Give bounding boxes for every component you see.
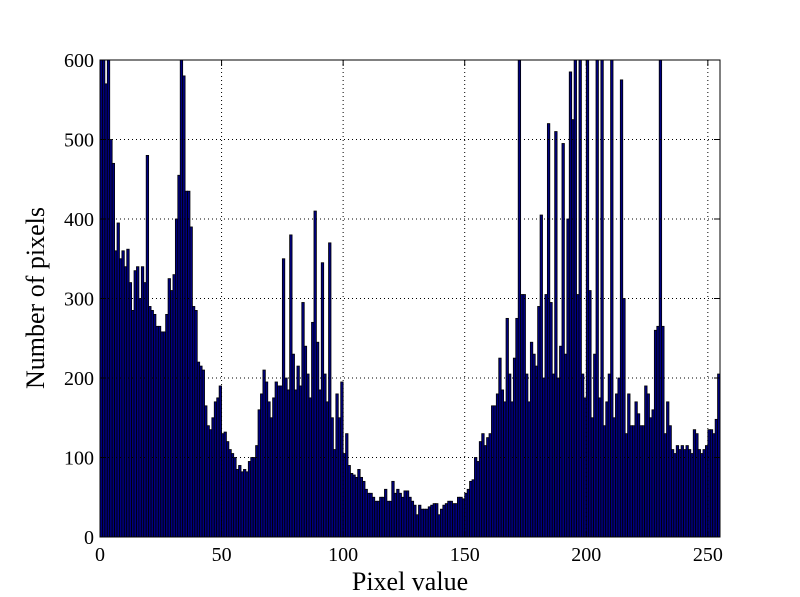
x-tick-label: 200: [571, 544, 601, 566]
y-axis-label: Number of pixels: [21, 207, 50, 389]
y-tick-label: 600: [64, 50, 94, 72]
bar: [622, 298, 626, 537]
bar: [554, 131, 558, 537]
y-tick-label: 0: [84, 527, 94, 549]
x-tick-label: 50: [212, 544, 232, 566]
plot-area: [100, 60, 720, 537]
axes-frame: [99, 59, 721, 538]
x-tick-label: 250: [693, 544, 723, 566]
y-tick-label: 500: [64, 130, 94, 152]
y-tick-label: 400: [64, 209, 94, 231]
bar: [610, 60, 614, 537]
x-axis-label: Pixel value: [352, 567, 468, 596]
y-tick-label: 100: [64, 448, 94, 470]
bar: [328, 242, 332, 537]
bar: [561, 143, 565, 537]
x-tick-label: 150: [450, 544, 480, 566]
x-tick-label: 100: [328, 544, 358, 566]
y-tick-label: 300: [64, 289, 94, 311]
x-tick-label: 0: [95, 544, 105, 566]
y-tick-label: 200: [64, 368, 94, 390]
bar: [661, 325, 665, 537]
bar: [539, 214, 543, 537]
